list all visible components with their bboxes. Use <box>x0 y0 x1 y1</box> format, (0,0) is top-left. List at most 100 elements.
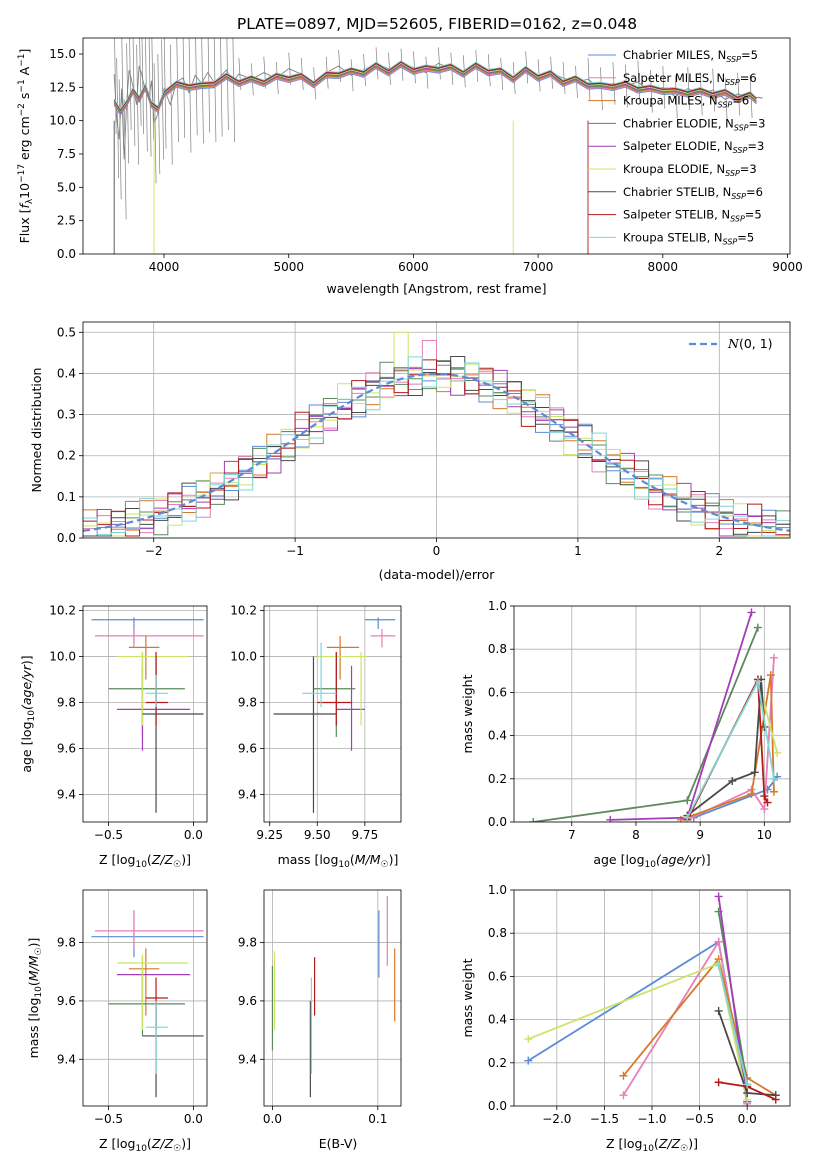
y-tick-label: 0.6 <box>488 969 507 983</box>
x-tick-label: 9.50 <box>304 828 331 842</box>
spectrum-noise-spike <box>139 38 142 127</box>
legend-sub: SSP <box>733 146 748 155</box>
legend-text: =3 <box>749 116 766 130</box>
weight-series-line <box>686 657 775 821</box>
label-part: −1 <box>17 79 27 92</box>
grid <box>264 890 401 1106</box>
legend-text: Chabrier MILES, N <box>623 48 726 62</box>
label-part: )] <box>181 1136 191 1151</box>
weight-marker <box>728 776 737 785</box>
x-tick-label: −2 <box>145 544 163 558</box>
x-tick-label: 0.0 <box>738 1112 757 1126</box>
weight-series-line <box>610 612 753 821</box>
age-vs-Z-plot-area <box>83 606 207 822</box>
spectrum-noise-spike <box>114 38 117 135</box>
label-part: Z/Z <box>151 1136 174 1151</box>
y-tick-label: 5.0 <box>57 180 76 194</box>
label-part: )] <box>19 655 34 665</box>
weight-marker <box>753 677 762 686</box>
y-tick-label: 10.0 <box>230 650 257 664</box>
legend-text: (0, 1) <box>739 336 773 351</box>
y-tick-label: 0.8 <box>488 926 507 940</box>
y-tick-label: 9.8 <box>57 936 76 950</box>
y-tick-label: 9.6 <box>57 741 76 755</box>
weight-marker <box>760 792 769 801</box>
label-part: )] <box>389 852 399 867</box>
residual-histogram <box>83 356 790 537</box>
x-tick-label: −1 <box>286 544 304 558</box>
label-part: ] <box>17 49 32 54</box>
legend-text: =3 <box>740 162 757 176</box>
weight-marker <box>747 789 756 798</box>
x-tick-label: 10 <box>757 828 772 842</box>
x-tick-label: 1 <box>574 544 582 558</box>
spectrum-model-line <box>113 61 757 111</box>
error-bar-point <box>116 957 191 1001</box>
x-tick-label: 0.0 <box>184 828 203 842</box>
y-tick-label: 10.2 <box>230 604 257 618</box>
y-tick-label: 0.8 <box>488 642 507 656</box>
label-part: ( <box>350 852 355 867</box>
y-tick-label: 9.4 <box>57 1052 76 1066</box>
weight-series-line <box>717 965 749 1085</box>
mass-vs-EBV-plot-area <box>264 890 401 1106</box>
label-part: 10 <box>642 1144 654 1154</box>
spectrum-noise-spike <box>141 38 144 135</box>
label-sub: 10 <box>27 710 37 722</box>
axes-frame <box>263 889 402 1107</box>
y-tick-label: 0.0 <box>488 1099 507 1113</box>
weight-series-line <box>622 957 777 1096</box>
spectrum-noise-spike <box>737 72 740 116</box>
legend-entry: Salpeter MILES, NSSP=6 <box>623 71 757 87</box>
legend-entry: Salpeter STELIB, NSSP=5 <box>623 208 762 224</box>
error-bar-point <box>108 651 185 737</box>
spectrum-noise-spike <box>413 51 416 84</box>
legend-text: Salpeter MILES, N <box>623 71 725 85</box>
weight-marker <box>763 798 772 807</box>
spectrum-noise-spike <box>438 47 441 80</box>
spectrum-noise-spike <box>123 99 127 220</box>
label-part: age [log <box>593 852 644 867</box>
y-tick-label: 15.0 <box>49 47 76 61</box>
legend-entry: Kroupa MILES, NSSP=6 <box>623 94 749 110</box>
legend-entry: Chabrier STELIB, NSSP=6 <box>623 185 763 201</box>
y-tick-label: 0.2 <box>488 772 507 786</box>
legend-sub: SSP <box>734 123 749 132</box>
y-tick-label: 10.2 <box>49 604 76 618</box>
spectrum-noise-spike <box>662 65 666 109</box>
label-part: −1 <box>17 53 27 66</box>
error-bar-point <box>128 635 160 680</box>
label-part: A <box>17 66 32 79</box>
spectrum-noise-spike <box>116 57 120 179</box>
weight-marker <box>750 768 759 777</box>
error-bar-point <box>317 651 352 726</box>
label-part: Flux [ <box>17 209 32 244</box>
error-bar-point <box>336 665 365 751</box>
spectrum-noise-spike <box>226 38 229 131</box>
x-tick-label: 2 <box>715 544 723 558</box>
x-tick-label: −1.0 <box>637 1112 666 1126</box>
mass-weight-vs-age-axes: 7 8 9 10 0.0 0.2 0.4 0.6 0.8 1.0 mass weight age [l… <box>460 599 791 870</box>
error-bar-point <box>94 628 204 648</box>
spectrum-noise-spike <box>425 56 429 89</box>
legend-text: Salpeter ELODIE, N <box>623 139 733 153</box>
legend-text: Kroupa STELIB, N <box>623 230 723 244</box>
spectrum-noise-spike <box>712 68 716 112</box>
x-tick-label: 7000 <box>523 260 554 274</box>
label-part: 10 <box>34 986 44 998</box>
x-tick-label: −2.0 <box>542 1112 571 1126</box>
axes-frame <box>82 889 208 1107</box>
y-tick-label: 0.2 <box>488 1056 507 1070</box>
legend-entry: Kroupa ELODIE, NSSP=3 <box>623 162 757 178</box>
y-axis-label: mass weight <box>460 958 475 1037</box>
x-axis-label: Z [log10(Z/Z☉)] <box>99 1136 191 1154</box>
mass-vs-Z-plot-area <box>83 890 207 1106</box>
spectrum-noise-spike <box>350 59 354 92</box>
y-tick-label: 10.0 <box>49 650 76 664</box>
legend-entry: Kroupa STELIB, NSSP=5 <box>623 230 754 246</box>
error-bar-point <box>145 674 168 708</box>
legend-text: Kroupa ELODIE, N <box>623 162 725 176</box>
error-bar-point <box>94 910 204 949</box>
label-part: age [log <box>19 721 34 772</box>
x-tick-label: 9.75 <box>351 828 378 842</box>
